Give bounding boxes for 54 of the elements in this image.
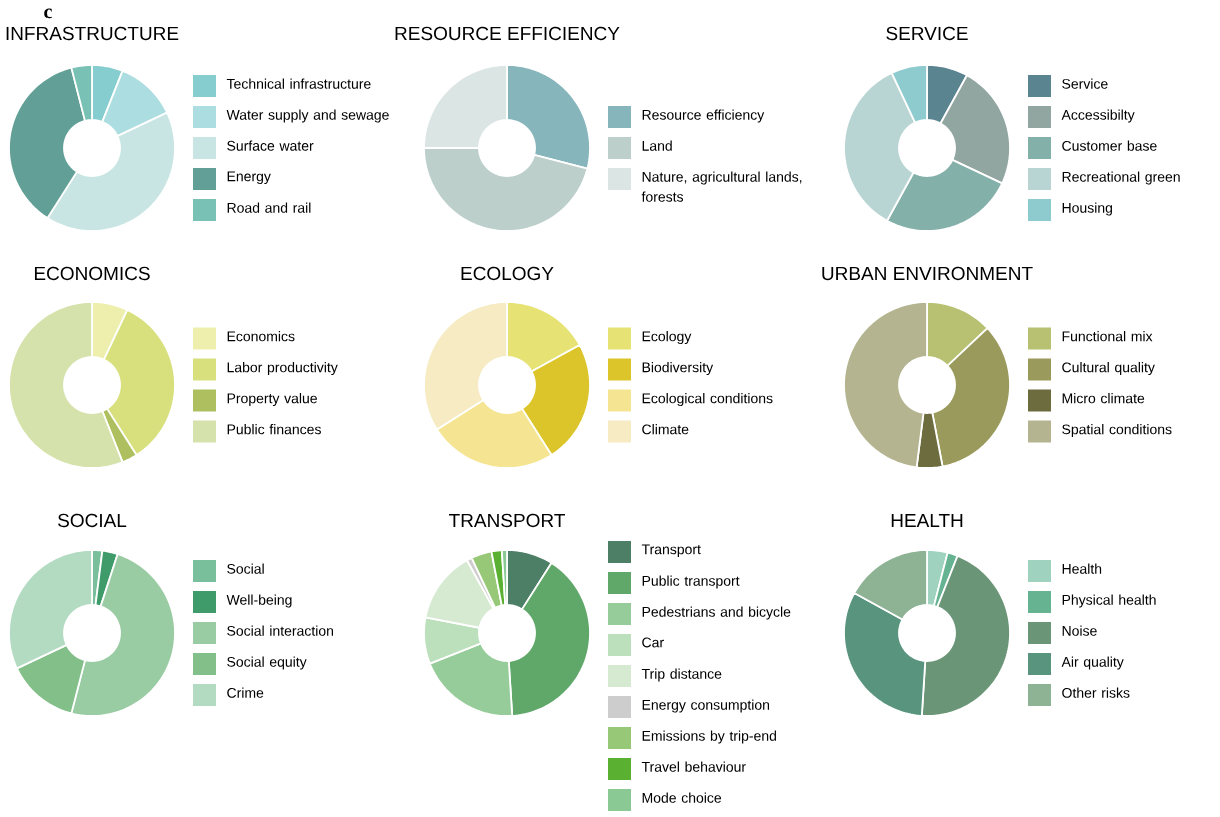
legend-label: Housing [1062, 202, 1112, 216]
legend-label: Crime [227, 687, 264, 698]
legend-label: Micro climate [1062, 393, 1145, 404]
legend-label: Transport [641, 544, 701, 558]
legend-label: Service [1062, 78, 1108, 89]
legend-label: Social equity [227, 656, 307, 670]
legend-label: Public finances [227, 424, 321, 435]
legend-label: Social [227, 563, 264, 574]
legend-label: Resource efficiency [642, 109, 765, 123]
legend-label: Economics [227, 331, 295, 342]
chart-title: INFRASTRUCTURE [6, 26, 179, 41]
legend-label: Energy [227, 171, 271, 185]
chart-title: RESOURCE EFFICIENCY [395, 26, 620, 41]
legend-label: Recreational green [1062, 171, 1180, 185]
legend-label: Trip distance [641, 668, 722, 682]
legend-label: Road and rail [227, 202, 311, 213]
legend-label: Physical health [1062, 594, 1156, 608]
legend-label: Surface water [227, 140, 314, 151]
chart-title: ECONOMICS [34, 266, 150, 281]
legend-label: Public transport [642, 575, 740, 589]
legend-label: Car [642, 637, 664, 648]
legend-label: Other risks [1062, 687, 1130, 698]
chart-title: URBAN ENVIRONMENT [822, 266, 1033, 281]
text: c [44, 8, 52, 19]
legend-label: Travel behaviour [641, 761, 746, 772]
legend-label: Customer base [1062, 140, 1157, 151]
legend-label: Cultural quality [1062, 362, 1155, 376]
legend-label: Nature, agricultural lands, forests [641, 171, 802, 202]
legend-label: Land [642, 140, 672, 151]
legend-label: Well-being [226, 594, 292, 608]
legend-label: Mode choice [642, 792, 722, 803]
legend-label: Emissions by trip-end [642, 730, 776, 744]
chart-title: TRANSPORT [449, 513, 565, 528]
chart-title: ECOLOGY [461, 266, 554, 281]
legend-label: Pedestrians and bicycle [642, 606, 791, 620]
legend-label: Climate [642, 424, 689, 435]
legend-label: Functional mix [1062, 331, 1153, 342]
legend-label: Ecological conditions [642, 393, 773, 407]
chart-title: SOCIAL [58, 513, 127, 528]
legend-label: Biodiversity [642, 362, 714, 376]
legend-label: Health [1062, 563, 1102, 574]
legend-label: Labor productivity [227, 362, 338, 376]
legend-label: Spatial conditions [1062, 424, 1172, 438]
legend-label: Ecology [642, 331, 692, 345]
legend-label: Energy consumption [642, 699, 770, 713]
legend-label: Air quality [1061, 656, 1124, 670]
legend-label: Noise [1062, 625, 1097, 636]
legend-label: Property value [227, 393, 317, 407]
chart-title: SERVICE [886, 26, 968, 41]
legend-label: Social interaction [227, 625, 334, 636]
chart-title: HEALTH [891, 513, 963, 527]
legend-label: Water supply and sewage [226, 109, 389, 123]
legend-label: Accessibilty [1061, 109, 1135, 123]
legend-label: Technical infrastructure [226, 78, 371, 89]
